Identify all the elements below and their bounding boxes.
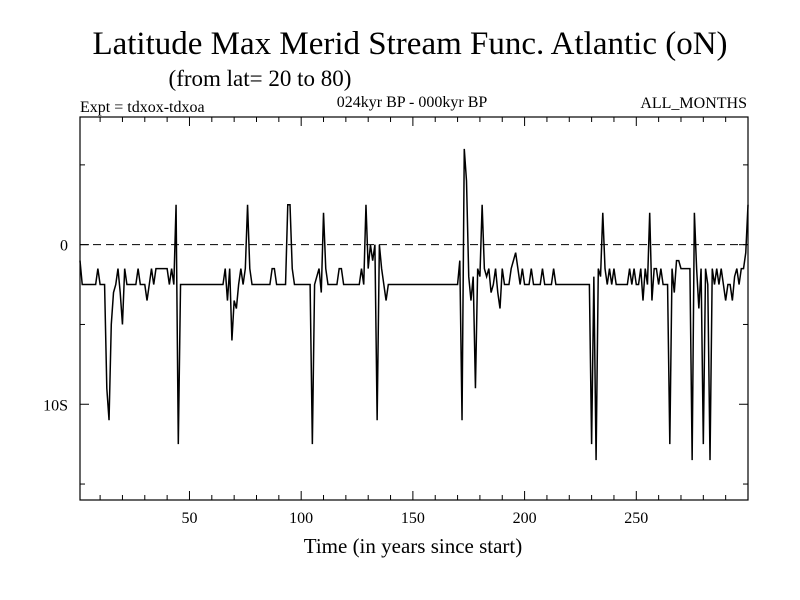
chart-title: Latitude Max Merid Stream Func. Atlantic…	[92, 26, 727, 62]
x-tick-label: 200	[513, 510, 537, 527]
x-axis-tick-labels: 50 100 150 200 250	[181, 510, 648, 527]
plot-area: 50 100 150 200 250 0 10S	[43, 116, 749, 527]
x-tick-label: 50	[181, 510, 197, 527]
y-axis-tick-labels: 0 10S	[43, 238, 68, 415]
period-label: 024kyr BP - 000kyr BP	[337, 94, 488, 111]
expt-label: Expt = tdxox-tdxoa	[80, 99, 205, 116]
plot-frame	[79, 116, 749, 501]
y-tick-label: 0	[60, 238, 68, 255]
chart-subtitle: (from lat= 20 to 80)	[169, 66, 352, 91]
x-tick-label: 250	[624, 510, 648, 527]
x-tick-label: 100	[289, 510, 313, 527]
y-tick-label: 10S	[43, 397, 68, 414]
months-label: ALL_MONTHS	[640, 95, 747, 112]
series-line	[79, 148, 749, 461]
y-axis-ticks	[80, 164, 748, 485]
x-axis-label: Time (in years since start)	[304, 534, 523, 558]
x-tick-label: 150	[401, 510, 425, 527]
x-axis-ticks	[99, 117, 727, 500]
